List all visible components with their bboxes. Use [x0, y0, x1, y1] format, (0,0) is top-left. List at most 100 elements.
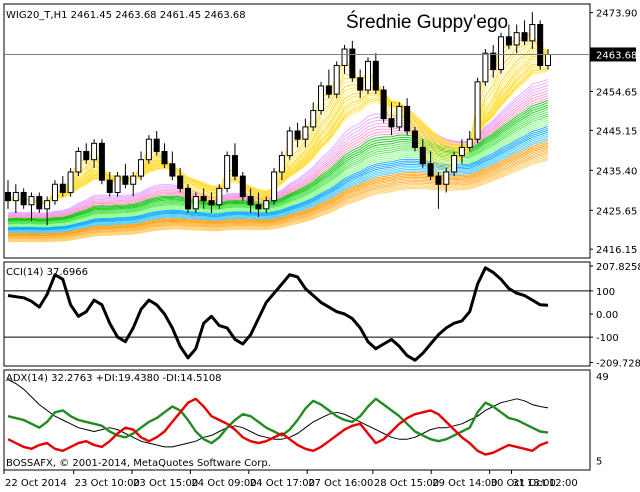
guppy-long-ema-line: [7, 146, 549, 237]
candle-body: [458, 146, 465, 157]
price-tick-label: 2425.65: [596, 206, 637, 217]
guppy-long-ema-line: [7, 125, 549, 229]
candle-body: [427, 163, 434, 177]
candle-body: [286, 130, 293, 157]
minus-di-line: [7, 397, 549, 456]
candle-body: [365, 60, 371, 91]
candle-body: [208, 200, 215, 206]
cci-panel: [4, 266, 590, 362]
candle-body: [122, 175, 129, 185]
time-tick-label: 23 Oct 10:00: [75, 478, 140, 489]
candle-body: [521, 32, 528, 42]
candle-body: [349, 48, 356, 79]
guppy-long-ema-line: [7, 151, 549, 239]
guppy-long-ema-line: [7, 140, 549, 235]
guppy-long-ema-line: [7, 111, 549, 224]
candle-body: [419, 146, 426, 165]
price-tick-label: 2454.65: [596, 87, 637, 98]
current-price-label: 2463.68: [596, 50, 637, 61]
candle-body: [396, 105, 403, 128]
cci-tick-label: -100: [596, 333, 619, 344]
candle-body: [404, 105, 411, 132]
guppy-long-ema-line: [7, 147, 549, 238]
candle-body: [83, 150, 90, 161]
guppy-long-ema-line: [7, 123, 549, 228]
candle-body: [51, 183, 58, 202]
candle-body: [224, 155, 231, 189]
candle-body: [271, 171, 278, 202]
guppy-long-ema-line: [7, 156, 549, 241]
candle-body: [537, 23, 544, 66]
guppy-long-ema-line: [7, 144, 549, 236]
time-tick-label: 23 Oct 15:00: [133, 478, 198, 489]
time-tick-label: 24 Oct 17:00: [250, 478, 315, 489]
candle-body: [372, 60, 379, 91]
candle-body: [357, 77, 364, 91]
candle-body: [169, 163, 176, 177]
candle-body: [12, 191, 19, 202]
candle-body: [490, 52, 497, 71]
guppy-ribbons: [7, 28, 549, 243]
time-tick-label: 27 Oct 16:00: [308, 478, 373, 489]
price-tick-label: 2445.15: [596, 126, 637, 137]
time-tick-label: 24 Oct 09:00: [191, 478, 256, 489]
cci-tick-label: -209.7286: [596, 358, 640, 369]
candle-body: [474, 81, 481, 140]
time-tick-label: 31 Oct 12:00: [513, 478, 578, 489]
candle-body: [302, 126, 309, 140]
guppy-long-ema-line: [7, 133, 549, 232]
candle-body: [44, 200, 51, 210]
cci-axis: 207.8258 100 0.00 -100 -209.7286: [590, 262, 640, 369]
candle-body: [98, 142, 105, 181]
candle-body: [325, 85, 332, 95]
current-price-tag: [590, 47, 636, 62]
candle-body: [28, 196, 35, 206]
adx-panel: [7, 379, 549, 456]
candle-body: [138, 159, 145, 177]
candle-body: [185, 187, 191, 210]
candle-body: [200, 196, 207, 202]
cci-tick-label: 207.8258: [596, 262, 640, 273]
candle-body: [145, 138, 152, 161]
candle-body: [482, 52, 489, 83]
candle-body: [67, 171, 74, 193]
candle-body: [263, 200, 270, 210]
candle-body: [130, 175, 137, 185]
guppy-long-ema-line: [7, 131, 549, 231]
candle-body: [75, 150, 82, 173]
candle-body: [388, 118, 395, 128]
guppy-long-ema-line: [7, 152, 549, 240]
guppy-long-ema-line: [7, 157, 549, 242]
guppy-long-ema-line: [7, 154, 549, 240]
candle-body: [5, 191, 11, 202]
guppy-long-ema-line: [7, 149, 549, 238]
candle-body: [255, 204, 262, 210]
candle-body: [216, 187, 223, 206]
candle-body: [192, 196, 199, 210]
guppy-long-ema-line: [7, 129, 549, 230]
guppy-long-ema-line: [7, 127, 549, 229]
cci-line: [7, 266, 549, 362]
symbol-ohlc-label: WIG20_T,H1 2461.45 2463.68 2461.45 2463.…: [6, 10, 246, 21]
adx-tick-label: 5: [596, 456, 602, 467]
candle-body: [333, 64, 340, 95]
candle-body: [161, 150, 168, 165]
candle-body: [545, 53, 551, 66]
price-panel-frame: [3, 3, 591, 259]
adx-label: ADX(14) 32.2763 +DI:19.4380 -DI:14.5108: [6, 373, 222, 384]
indicator-title: Średnie Guppy'ego: [346, 11, 508, 33]
candle-body: [513, 32, 520, 46]
candle-body: [529, 23, 536, 42]
candle-body: [106, 179, 113, 193]
candle-body: [380, 89, 387, 120]
time-tick-label: 22 Oct 2014: [5, 478, 67, 489]
candle-body: [231, 155, 238, 177]
candle-body: [443, 171, 450, 185]
candle-body: [411, 130, 418, 148]
guppy-long-ema-line: [7, 109, 549, 223]
guppy-short-ema-line: [7, 36, 549, 204]
adx-line: [7, 379, 549, 448]
candle-body: [20, 191, 27, 206]
